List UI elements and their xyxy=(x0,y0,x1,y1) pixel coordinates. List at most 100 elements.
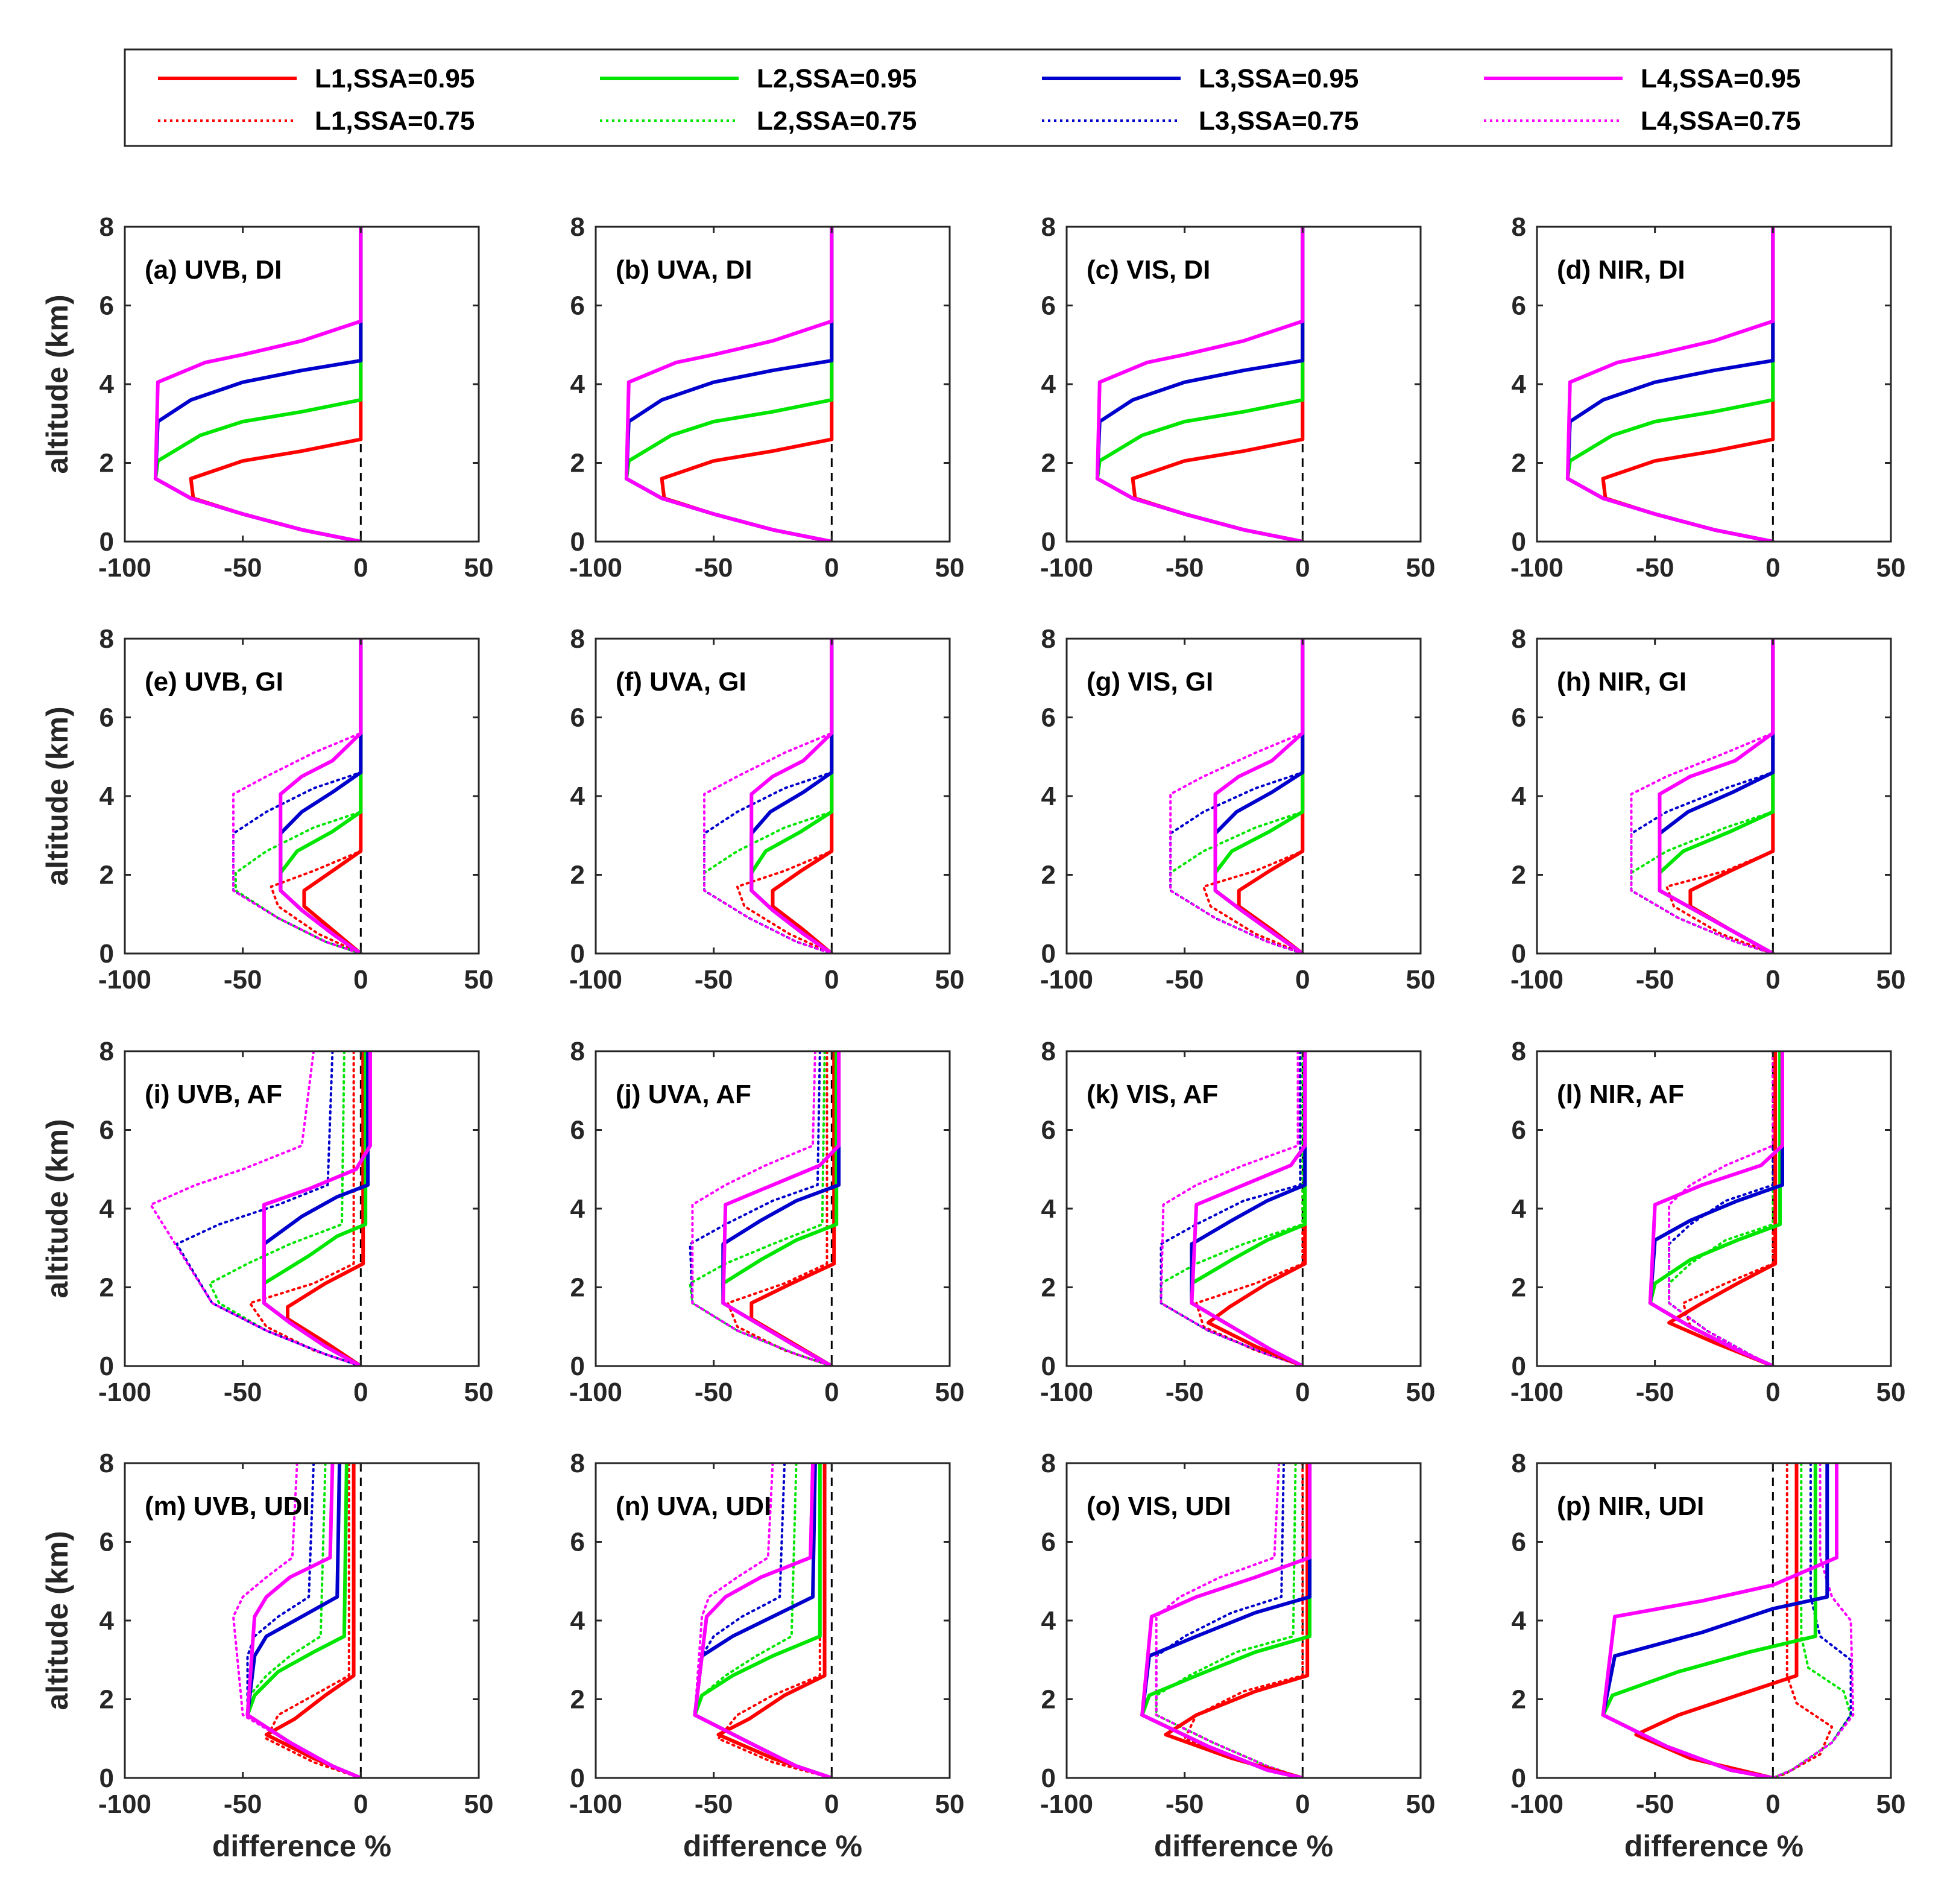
panel-title: (i) UVB, AF xyxy=(145,1080,282,1109)
y-tick-label: 4 xyxy=(1041,370,1056,399)
legend-label-l1-ssa-0-95: L1,SSA=0.95 xyxy=(315,64,475,93)
x-tick-label: 50 xyxy=(935,1377,965,1407)
y-tick-label: 6 xyxy=(99,1116,114,1145)
y-tick-label: 2 xyxy=(99,1685,114,1715)
y-tick-label: 0 xyxy=(1512,939,1526,969)
x-tick-label: 50 xyxy=(935,553,965,583)
x-tick-label: 0 xyxy=(1765,553,1780,583)
series-l1-ssa-0-95 xyxy=(1164,1463,1310,1778)
series-l4-ssa-0-75 xyxy=(1668,1051,1775,1366)
plot-area xyxy=(1067,227,1421,542)
x-tick-label: 0 xyxy=(353,965,368,995)
x-tick-label: -100 xyxy=(1510,1377,1563,1407)
y-tick-label: 4 xyxy=(1041,782,1056,811)
y-axis-title: altitude (km) xyxy=(40,1531,74,1710)
plot-lines xyxy=(1648,1051,1784,1366)
panel-title: (l) NIR, AF xyxy=(1557,1080,1684,1109)
x-tick-label: -50 xyxy=(695,553,733,583)
series-l3-ssa-0-75 xyxy=(175,1051,362,1366)
x-tick-label: 0 xyxy=(824,1377,839,1407)
y-tick-label: 6 xyxy=(1041,703,1056,733)
x-tick-label: 0 xyxy=(1765,1789,1780,1819)
panel-g-vis-gi: -100 -50 0 50 0 2 4 6 8 (g) VIS, GI xyxy=(1040,624,1436,995)
panel-d-nir-di: -100 -50 0 50 0 2 4 6 8 (d) NIR, DI xyxy=(1510,212,1906,583)
panel-l-nir-af: -100 -50 0 50 0 2 4 6 8 (l) NIR, AF xyxy=(1510,1037,1906,1407)
y-tick-label: 6 xyxy=(1512,703,1526,733)
y-tick-label: 6 xyxy=(99,291,114,321)
y-tick-label: 8 xyxy=(1041,1037,1056,1066)
x-tick-label: -100 xyxy=(569,553,622,583)
y-tick-label: 6 xyxy=(99,703,114,733)
x-tick-label: -100 xyxy=(569,1377,622,1407)
y-tick-label: 6 xyxy=(99,1528,114,1557)
series-l4-ssa-0-95 xyxy=(693,1463,834,1778)
panel-m-uvb-udi: -100 -50 0 50 0 2 4 6 8 (m) UVB, UDI altitude (km)… xyxy=(40,1449,493,1863)
x-tick-label: 0 xyxy=(1295,553,1310,583)
series-l4-ssa-0-95 xyxy=(1648,1051,1784,1366)
panel-title: (k) VIS, AF xyxy=(1087,1080,1218,1109)
plot-area xyxy=(1067,1463,1421,1778)
x-tick-label: -50 xyxy=(1166,1377,1204,1407)
series-l1-ssa-0-95 xyxy=(302,639,363,954)
x-tick-label: 0 xyxy=(1295,965,1310,995)
legend-label-l2-ssa-0-75: L2,SSA=0.75 xyxy=(757,106,917,136)
series-l4-ssa-0-75 xyxy=(232,639,362,954)
x-tick-label: 0 xyxy=(824,553,839,583)
plot-lines xyxy=(689,1051,841,1366)
plot-lines xyxy=(693,1463,834,1778)
x-tick-label: -100 xyxy=(1040,1789,1093,1819)
y-tick-label: 4 xyxy=(1512,370,1527,399)
panel-title: (c) VIS, DI xyxy=(1087,255,1210,285)
y-tick-label: 4 xyxy=(1512,1606,1527,1636)
panel-i-uvb-af: -100 -50 0 50 0 2 4 6 8 (i) UVB, AF altitude (km) xyxy=(40,1037,493,1407)
y-tick-label: 2 xyxy=(1512,861,1526,890)
series-l4-ssa-0-75 xyxy=(150,1051,362,1366)
plot-lines xyxy=(1095,227,1305,542)
y-tick-label: 0 xyxy=(570,527,585,557)
series-l1-ssa-0-95 xyxy=(1237,639,1305,954)
series-l4-ssa-0-95 xyxy=(262,1051,372,1366)
panel-title: (j) UVA, AF xyxy=(616,1080,751,1109)
panel-c-vis-di: -100 -50 0 50 0 2 4 6 8 (c) VIS, DI xyxy=(1040,212,1436,583)
panel-title: (e) UVB, GI xyxy=(145,667,283,697)
series-l4-ssa-0-95 xyxy=(1095,227,1305,542)
y-tick-label: 8 xyxy=(570,212,585,242)
x-tick-label: -50 xyxy=(1166,1789,1204,1819)
y-tick-label: 2 xyxy=(1041,861,1056,890)
x-tick-label: 50 xyxy=(1406,965,1436,995)
y-tick-label: 0 xyxy=(1512,1352,1526,1381)
x-tick-label: 50 xyxy=(464,553,494,583)
series-l1-ssa-0-95 xyxy=(716,1463,834,1778)
y-tick-label: 6 xyxy=(570,291,585,321)
series-l4-ssa-0-75 xyxy=(1160,1051,1304,1366)
plot-area xyxy=(596,1463,950,1778)
x-tick-label: -50 xyxy=(695,1377,733,1407)
y-tick-label: 8 xyxy=(1041,1449,1056,1478)
x-tick-label: -100 xyxy=(1040,1377,1093,1407)
series-l4-ssa-0-95 xyxy=(1601,1463,1838,1778)
panel-title: (n) UVA, UDI xyxy=(616,1491,771,1521)
series-l1-ssa-0-95 xyxy=(1206,1051,1307,1366)
x-tick-label: -50 xyxy=(224,1789,262,1819)
y-tick-label: 4 xyxy=(99,370,115,399)
x-tick-label: 0 xyxy=(1765,965,1780,995)
series-l4-ssa-0-95 xyxy=(1190,1051,1307,1366)
x-tick-label: -50 xyxy=(1636,1377,1674,1407)
panel-j-uva-af: -100 -50 0 50 0 2 4 6 8 (j) UVA, AF xyxy=(569,1037,965,1407)
panel-title: (b) UVA, DI xyxy=(616,255,753,285)
x-tick-label: 0 xyxy=(353,553,368,583)
y-tick-label: 6 xyxy=(570,703,585,733)
legend-label-l3-ssa-0-75: L3,SSA=0.75 xyxy=(1199,106,1358,136)
y-tick-label: 2 xyxy=(1512,1685,1526,1715)
x-tick-label: -100 xyxy=(569,1789,622,1819)
y-tick-label: 8 xyxy=(1512,1037,1526,1066)
panel-title: (g) VIS, GI xyxy=(1087,667,1213,697)
legend-label-l1-ssa-0-75: L1,SSA=0.75 xyxy=(315,106,475,136)
series-l1-ssa-0-95 xyxy=(1634,1463,1799,1778)
plot-lines xyxy=(232,1463,363,1778)
x-tick-label: -100 xyxy=(569,965,622,995)
y-tick-label: 2 xyxy=(1041,1273,1056,1303)
x-tick-label: -100 xyxy=(1510,553,1563,583)
